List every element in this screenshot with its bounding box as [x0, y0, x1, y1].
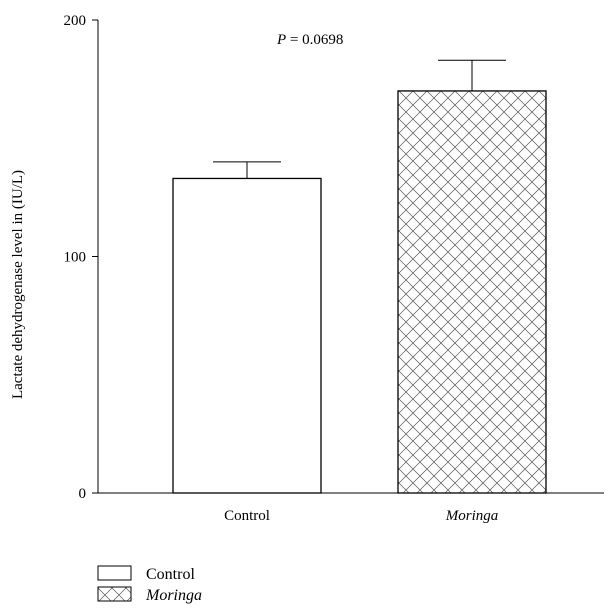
legend-swatch — [97, 565, 132, 581]
bar-moringa — [397, 90, 547, 494]
bar-control — [172, 177, 322, 494]
legend-label: Control — [146, 566, 195, 583]
y-axis-label: Lactate dehydrogenase level in (IU/L) — [10, 170, 26, 399]
y-tick-label: 0 — [79, 486, 87, 502]
x-tick-labels: Control Moringa — [224, 508, 498, 524]
x-tick-label: Control — [224, 508, 270, 524]
y-tick-label: 200 — [64, 13, 87, 29]
x-tick-label: Moringa — [445, 508, 499, 524]
legend-swatch — [97, 586, 132, 602]
bars — [172, 59, 547, 494]
legend: Control Moringa — [97, 565, 202, 604]
p-value-number: = 0.0698 — [286, 32, 343, 48]
legend-label: Moringa — [145, 587, 202, 604]
p-value-annotation: P = 0.0698 — [276, 32, 343, 48]
p-value-prefix: P — [276, 32, 286, 48]
y-ticks: 0 100 200 — [64, 13, 98, 502]
y-tick-label: 100 — [64, 250, 87, 266]
